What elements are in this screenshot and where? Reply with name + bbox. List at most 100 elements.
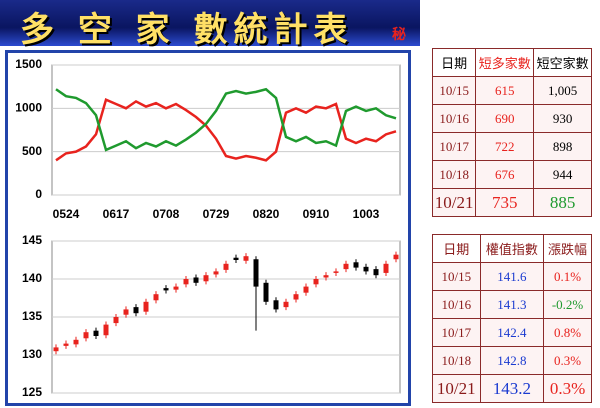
y-tick-label: 125 <box>22 385 42 399</box>
row: 10/16 141.3 -0.2% <box>432 290 592 319</box>
line <box>55 97 397 162</box>
candle-body <box>213 271 219 275</box>
cell: 0.3% <box>543 346 592 375</box>
candle-body <box>143 301 149 312</box>
candle-body <box>193 277 199 283</box>
cell: 690 <box>475 104 535 133</box>
candle-body <box>363 266 369 272</box>
cell: 143.2 <box>479 374 545 403</box>
cell: 10/16 <box>431 104 477 133</box>
candle-body <box>233 257 239 260</box>
x-tick-label: 0729 <box>203 207 230 221</box>
candle-body <box>353 262 359 268</box>
y-tick-label: 500 <box>22 144 42 158</box>
row: 10/18 142.8 0.3% <box>432 346 592 375</box>
x-tick-label: 0708 <box>153 207 180 221</box>
cell: 10/18 <box>431 160 477 189</box>
y-tick-label: 130 <box>22 347 42 361</box>
candle-body <box>243 256 249 261</box>
plot-area <box>51 64 401 196</box>
title: 多 空 家 數統計表 <box>20 10 354 50</box>
header-cell: 日期 <box>431 48 477 77</box>
cell: 10/17 <box>432 318 481 347</box>
cell: 735 <box>475 188 535 217</box>
table: 日期 短多家數 短空家數 10/15 615 1,005 10/16 690 930 10/17 7… <box>431 48 592 217</box>
banner: 多 空 家 數統計表 秘 <box>0 0 420 50</box>
row: 10/17 142.4 0.8% <box>432 318 592 347</box>
cell: 10/15 <box>431 76 477 105</box>
row: 10/21 735 885 <box>431 188 592 217</box>
cell: 10/16 <box>432 290 481 319</box>
candle-body <box>53 347 59 352</box>
cell: 885 <box>533 188 592 217</box>
header-cell: 權值指數 <box>479 234 545 263</box>
candle-body <box>303 286 309 293</box>
candle-body <box>153 294 159 301</box>
cell: 0.1% <box>543 262 592 291</box>
candle-body <box>113 317 119 324</box>
candle-body <box>103 324 109 336</box>
chart-panel: 0 500 1000 1500 0524 0617 0708 0729 0820 0910 1003… <box>5 50 411 406</box>
y-tick-label: 0 <box>35 187 42 201</box>
candle-body <box>163 288 169 291</box>
cell: 0.3% <box>543 374 592 403</box>
header-cell: 漲跌幅 <box>543 234 592 263</box>
candle-body <box>263 282 269 302</box>
cell: 10/21 <box>431 188 477 217</box>
title-mark: 秘 <box>392 28 406 43</box>
cell: 142.8 <box>479 346 545 375</box>
x-tick-label: 0910 <box>303 207 330 221</box>
header-cell: 日期 <box>432 234 481 263</box>
header-row: 日期 短多家數 短空家數 <box>431 48 592 77</box>
cell: 0.8% <box>543 318 592 347</box>
candle-body <box>253 259 259 287</box>
cell: 10/15 <box>432 262 481 291</box>
y-tick-label: 140 <box>22 271 42 285</box>
candle-body <box>343 263 349 270</box>
cell: 10/17 <box>431 132 477 161</box>
x-tick-label: 0820 <box>253 207 280 221</box>
header-cell: 短空家數 <box>533 48 592 77</box>
header-cell: 短多家數 <box>475 48 535 77</box>
row: 10/17 722 898 <box>431 132 592 161</box>
cell: 930 <box>533 104 592 133</box>
cell: 10/21 <box>432 374 481 403</box>
chart: 0 500 1000 1500 0524 0617 0708 0729 0820 0910 1003… <box>15 57 401 399</box>
x-tick-label: 0617 <box>103 207 130 221</box>
candle-body <box>273 300 279 310</box>
cell: 898 <box>533 132 592 161</box>
cell: 10/18 <box>432 346 481 375</box>
candle-body <box>313 279 319 285</box>
cell: 142.4 <box>479 318 545 347</box>
candle-body <box>283 301 289 308</box>
cell: 141.3 <box>479 290 545 319</box>
cell: 141.6 <box>479 262 545 291</box>
candle-body <box>93 330 99 336</box>
candle-body <box>293 294 299 300</box>
header-row: 日期 權值指數 漲跌幅 <box>432 234 592 263</box>
cell: 944 <box>533 160 592 189</box>
x-tick-label: 0524 <box>53 207 80 221</box>
cell: -0.2% <box>543 290 592 319</box>
y-tick-label: 1500 <box>15 57 42 71</box>
candle-body <box>83 332 89 339</box>
cell: 615 <box>475 76 535 105</box>
candle-body <box>173 286 179 290</box>
candle-body <box>323 275 329 278</box>
candle-body <box>123 309 129 315</box>
candle-body <box>63 343 69 346</box>
line <box>55 87 397 152</box>
candle-body <box>333 271 339 273</box>
row: 10/18 676 944 <box>431 160 592 189</box>
candle-body <box>373 269 379 276</box>
y-tick-label: 135 <box>22 309 42 323</box>
row: 10/21 143.2 0.3% <box>432 374 592 403</box>
candle-body <box>133 307 139 314</box>
row: 10/15 141.6 0.1% <box>432 262 592 291</box>
cell: 722 <box>475 132 535 161</box>
row: 10/15 615 1,005 <box>431 76 592 105</box>
cell: 676 <box>475 160 535 189</box>
row: 10/16 690 930 <box>431 104 592 133</box>
y-tick-label: 145 <box>22 233 42 247</box>
